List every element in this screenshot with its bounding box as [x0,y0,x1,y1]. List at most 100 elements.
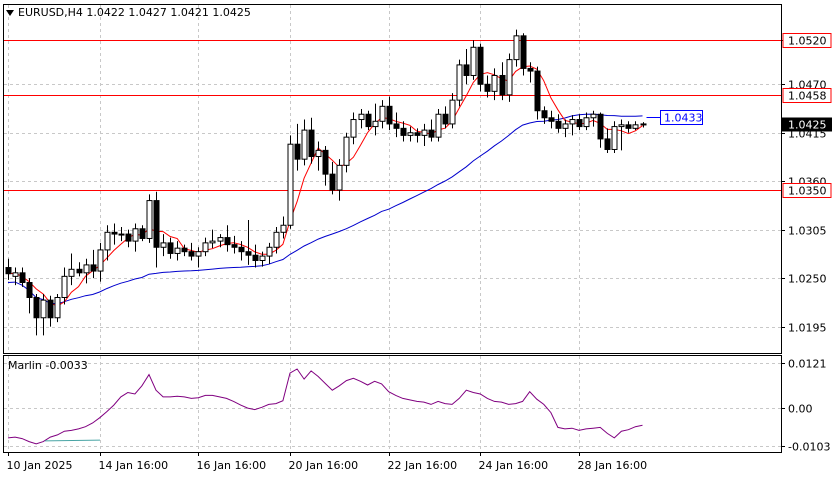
marlin-line [7,368,643,445]
bull-candle [266,246,273,257]
bear-candle [188,251,195,257]
time-tick-label: 20 Jan 16:00 [289,459,359,472]
bull-candle [40,299,47,319]
bull-candle [202,242,209,253]
bear-candle [153,200,160,248]
bull-candle [470,46,477,76]
level-tag [782,33,832,48]
bear-candle [548,117,555,122]
bull-candle [336,164,343,191]
price-tick-label: 1.0250 [788,273,827,286]
time-tick-label: 10 Jan 2025 [7,459,73,472]
bull-candle [372,120,379,128]
bear-candle [139,228,146,239]
bull-candle [287,143,294,226]
bull-candle [12,272,19,277]
bull-candle [83,264,90,274]
level-tag-label: 1.0350 [788,185,827,198]
bull-candle [68,268,75,277]
bull-candle [513,35,520,61]
bull-candle [146,200,153,239]
bear-candle [90,264,97,272]
bull-candle [583,117,590,128]
bull-candle [569,119,576,125]
bear-candle [520,35,527,69]
bull-candle [618,124,625,128]
bull-candle [449,99,456,125]
ma-value-tag [660,110,703,125]
symbol-label: EURUSD,H4 [18,6,83,19]
bear-candle [329,173,336,191]
bear-candle [76,268,83,274]
collapse-triangle-icon[interactable] [6,10,14,16]
indicator-pane-frame [3,355,782,453]
time-tick-label: 24 Jan 16:00 [479,459,549,472]
open-value: 1.0422 [86,6,125,19]
bear-candle [393,123,400,129]
bull-candle [209,240,216,244]
bear-candle [167,242,174,254]
bear-candle [576,119,583,128]
bear-candle [308,129,315,158]
indicator-value: -0.0033 [45,359,88,372]
bull-candle [174,247,181,254]
bull-candle [259,255,266,261]
high-value: 1.0427 [128,6,167,19]
time-tick-label: 14 Jan 16:00 [99,459,169,472]
bear-candle [477,46,484,85]
bull-candle [407,132,414,136]
bear-candle [386,105,393,125]
time-tick-label: 16 Jan 16:00 [197,459,267,472]
bull-candle [506,59,513,96]
bear-candle [541,110,548,119]
bear-candle [26,282,33,298]
level-tag [782,183,832,198]
indicator-name: Marlin [8,359,42,372]
bull-candle [160,242,167,248]
current-price-tag [782,117,832,132]
bull-candle [280,224,287,233]
bull-candle [118,233,125,236]
bear-candle [625,124,632,129]
bull-candle [590,113,597,119]
bear-candle [442,113,449,125]
indicator-tick-label: 0.0121 [788,358,827,371]
bull-candle [97,249,104,272]
bear-candle [33,296,40,319]
indicator-tick-label: -0.0103 [788,441,830,454]
bear-candle [181,247,188,253]
bull-candle [104,231,111,251]
bull-candle [132,228,139,242]
level-tag-label: 1.0458 [788,90,827,103]
bull-candle [611,126,618,150]
bear-candle [499,74,506,96]
bull-candle [562,123,569,129]
bear-candle [224,237,231,246]
bear-candle [365,113,372,128]
bull-candle [379,105,386,122]
bear-candle [527,67,534,72]
bull-candle [301,129,308,160]
bull-candle [640,123,647,126]
bull-candle [435,113,442,138]
time-tick-label: 28 Jan 16:00 [578,459,648,472]
level-tag [782,88,832,103]
ma-value-label: 1.0433 [664,112,703,125]
bull-candle [632,124,639,129]
bear-candle [19,272,26,284]
bull-candle [195,251,202,257]
main-pane-frame [3,4,782,354]
bull-candle [456,64,463,101]
bear-candle [111,231,118,235]
bear-candle [414,132,421,136]
bull-candle [421,129,428,136]
bull-candle [315,149,322,158]
bear-candle [428,129,435,138]
bull-candle [54,296,61,319]
bull-candle [491,74,498,92]
close-value: 1.0425 [212,6,251,19]
bear-candle [597,113,604,140]
bull-candle [217,237,224,242]
